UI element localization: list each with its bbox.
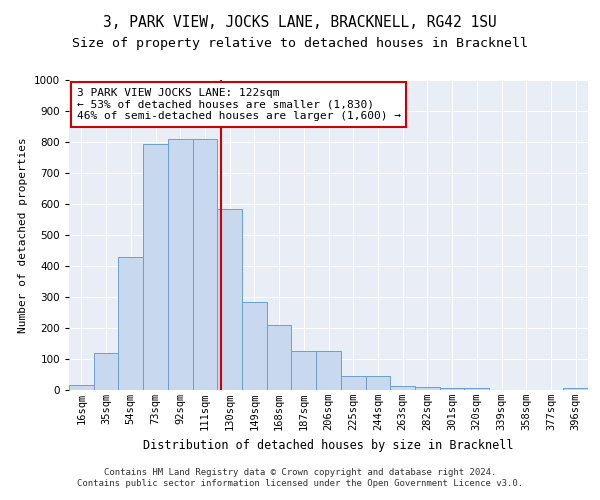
X-axis label: Distribution of detached houses by size in Bracknell: Distribution of detached houses by size … [143, 438, 514, 452]
Bar [292, 351, 316, 390]
Bar [365, 376, 390, 390]
Text: Size of property relative to detached houses in Bracknell: Size of property relative to detached ho… [72, 38, 528, 51]
Bar [118, 256, 143, 390]
Bar [143, 144, 168, 390]
Bar [267, 325, 292, 390]
Bar [242, 302, 267, 390]
Bar [440, 388, 464, 390]
Y-axis label: Number of detached properties: Number of detached properties [18, 137, 28, 333]
Bar [341, 376, 365, 390]
Text: 3, PARK VIEW, JOCKS LANE, BRACKNELL, RG42 1SU: 3, PARK VIEW, JOCKS LANE, BRACKNELL, RG4… [103, 15, 497, 30]
Bar [69, 386, 94, 390]
Text: 3 PARK VIEW JOCKS LANE: 122sqm
← 53% of detached houses are smaller (1,830)
46% : 3 PARK VIEW JOCKS LANE: 122sqm ← 53% of … [77, 88, 401, 121]
Text: Contains HM Land Registry data © Crown copyright and database right 2024.
Contai: Contains HM Land Registry data © Crown c… [77, 468, 523, 487]
Bar [94, 353, 118, 390]
Bar [316, 351, 341, 390]
Bar [390, 386, 415, 390]
Bar [217, 208, 242, 390]
Bar [563, 388, 588, 390]
Bar [464, 388, 489, 390]
Bar [193, 139, 217, 390]
Bar [168, 139, 193, 390]
Bar [415, 387, 440, 390]
